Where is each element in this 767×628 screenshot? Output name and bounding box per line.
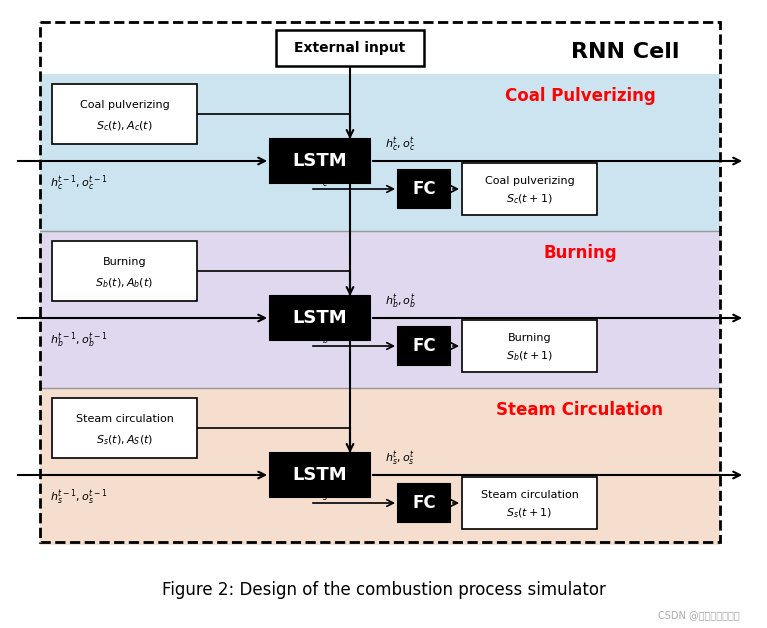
Text: External input: External input — [295, 41, 406, 55]
Text: $h_c^t$: $h_c^t$ — [315, 171, 328, 190]
Text: Coal Pulverizing: Coal Pulverizing — [505, 87, 655, 105]
Bar — [270, 139, 370, 183]
Bar — [462, 320, 597, 372]
Text: FC: FC — [412, 337, 436, 355]
Bar — [52, 398, 197, 458]
Text: $h_b^{t-1}, o_b^{t-1}$: $h_b^{t-1}, o_b^{t-1}$ — [50, 330, 107, 350]
Text: $S_b(t), A_b(t)$: $S_b(t), A_b(t)$ — [95, 276, 153, 290]
Text: Figure 2: Design of the combustion process simulator: Figure 2: Design of the combustion proce… — [162, 581, 605, 599]
Text: $S_s(t), A_S(t)$: $S_s(t), A_S(t)$ — [96, 433, 153, 447]
Bar — [270, 453, 370, 497]
Text: RNN Cell: RNN Cell — [571, 42, 680, 62]
Text: $h_b^t$: $h_b^t$ — [315, 328, 328, 347]
Text: Steam circulation: Steam circulation — [76, 414, 173, 424]
Text: $h_s^{t-1}, o_s^{t-1}$: $h_s^{t-1}, o_s^{t-1}$ — [50, 487, 107, 507]
Text: FC: FC — [412, 494, 436, 512]
Text: Burning: Burning — [103, 257, 146, 267]
Text: $h_s^t$: $h_s^t$ — [315, 485, 328, 504]
Text: $h_c^{t-1}, o_c^{t-1}$: $h_c^{t-1}, o_c^{t-1}$ — [50, 173, 107, 193]
Text: LSTM: LSTM — [293, 152, 347, 170]
Text: LSTM: LSTM — [293, 309, 347, 327]
Text: $S_s(t+1)$: $S_s(t+1)$ — [506, 507, 553, 520]
Bar — [52, 241, 197, 301]
Text: FC: FC — [412, 180, 436, 198]
Bar — [40, 22, 720, 542]
Text: Steam circulation: Steam circulation — [481, 490, 578, 500]
Bar — [398, 327, 450, 365]
Text: Burning: Burning — [543, 244, 617, 262]
Bar — [276, 30, 424, 66]
Bar — [398, 484, 450, 522]
Text: Coal pulverizing: Coal pulverizing — [80, 100, 170, 110]
Text: $h_c^t, o_c^t$: $h_c^t, o_c^t$ — [385, 136, 415, 154]
Bar — [52, 84, 197, 144]
Bar — [398, 170, 450, 208]
Text: CSDN @西西弗的小蚂蚁: CSDN @西西弗的小蚂蚁 — [658, 610, 740, 620]
Bar — [40, 74, 720, 231]
Text: LSTM: LSTM — [293, 466, 347, 484]
Text: $S_c(t+1)$: $S_c(t+1)$ — [506, 193, 553, 206]
Text: Burning: Burning — [508, 333, 551, 343]
Text: $S_c(t), A_c(t)$: $S_c(t), A_c(t)$ — [96, 119, 153, 133]
Bar — [462, 477, 597, 529]
Text: Steam Circulation: Steam Circulation — [496, 401, 663, 419]
Text: Coal pulverizing: Coal pulverizing — [485, 176, 574, 186]
Text: $S_b(t+1)$: $S_b(t+1)$ — [506, 350, 553, 363]
Bar — [40, 388, 720, 545]
Bar — [270, 296, 370, 340]
Text: $h_b^t, o_b^t$: $h_b^t, o_b^t$ — [385, 293, 416, 311]
Text: $h_s^t, o_s^t$: $h_s^t, o_s^t$ — [385, 450, 415, 468]
Bar — [40, 231, 720, 388]
Bar — [462, 163, 597, 215]
